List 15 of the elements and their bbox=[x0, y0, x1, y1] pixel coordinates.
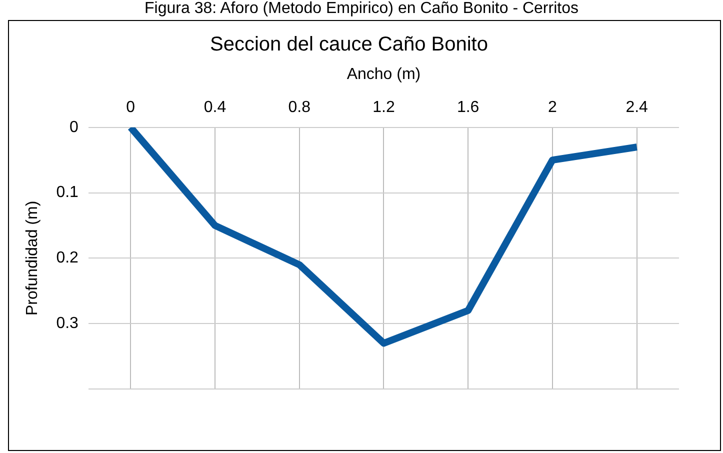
x-tick-label: 0.4 bbox=[204, 99, 226, 116]
x-tick-label: 1.6 bbox=[456, 99, 480, 116]
y-tick-label: 0 bbox=[70, 118, 79, 136]
x-tick-label: 0 bbox=[126, 99, 136, 116]
y-tick-label: 0.2 bbox=[56, 250, 79, 267]
x-tick-label: 2.4 bbox=[626, 99, 648, 116]
chart-title: Seccion del cauce Caño Bonito bbox=[210, 34, 488, 56]
y-axis-title: Profundidad (m) bbox=[24, 200, 42, 316]
text: Figura 38: Aforo (Metodo Empirico) en Caño Bonito - Cerritos bbox=[144, 0, 580, 18]
y-tick-label: 0.1 bbox=[56, 184, 79, 202]
y-tick-label: 0.3 bbox=[56, 315, 79, 332]
x-tick-label: 1.2 bbox=[372, 99, 395, 116]
x-axis-title: Ancho (m) bbox=[346, 66, 421, 84]
x-tick-label: 2 bbox=[548, 99, 557, 116]
x-tick-label: 0.8 bbox=[288, 99, 311, 116]
